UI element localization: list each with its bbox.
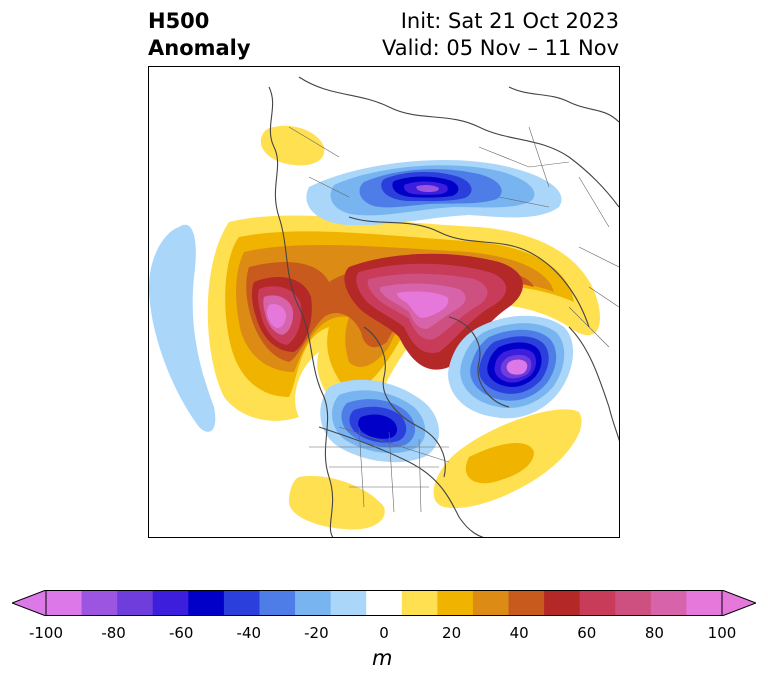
colorbar-tick-label: 60: [577, 624, 597, 642]
colorbar-tick-label: -60: [168, 624, 194, 642]
colorbar-cell: [188, 590, 225, 616]
colorbar-tick-label: -100: [28, 624, 64, 642]
title-line-2: Anomaly: [148, 36, 251, 60]
colorbar-tick-label: -80: [101, 624, 126, 642]
pos-anomaly-atlantic: [433, 409, 582, 508]
colorbar-unit: m: [372, 646, 393, 670]
colorbar-tick-label: 80: [644, 624, 664, 642]
colorbar-cell: [650, 590, 687, 616]
title-line-1: H500: [148, 9, 210, 33]
neg-anomaly-north-america: [320, 379, 439, 463]
init-date: Init: Sat 21 Oct 2023: [400, 9, 619, 33]
colorbar-cell: [472, 590, 509, 616]
colorbar-tick-label: 0: [379, 624, 389, 642]
colorbar-cell: [508, 590, 545, 616]
colorbar-tick-label: 40: [509, 624, 529, 642]
colorbar-extend-min: [12, 590, 47, 616]
forecast-dates: Init: Sat 21 Oct 2023 Valid: 05 Nov – 11…: [382, 8, 619, 62]
colorbar-cell: [579, 590, 616, 616]
colorbar-cell: [401, 590, 438, 616]
colorbar-cells: [46, 590, 723, 616]
colorbar-tick-label: -40: [236, 624, 262, 642]
colorbar-cell: [544, 590, 581, 616]
colorbar-tick-labels: -100 -80 -60 -40 -20 0 20 40 60 80 100: [0, 624, 768, 644]
colorbar-cell: [615, 590, 652, 616]
colorbar-outline: [45, 590, 723, 616]
colorbar-cell: [295, 590, 332, 616]
map-title: H500 Anomaly: [148, 8, 251, 62]
colorbar-cell: [437, 590, 474, 616]
colorbar-tick-label: 100: [707, 624, 737, 642]
coastlines: [268, 76, 619, 537]
pos-anomaly-south-patch: [289, 476, 385, 530]
colorbar-tick-label: 20: [442, 624, 462, 642]
neg-anomaly-siberia: [306, 159, 562, 226]
colorbar-extend-max: [721, 590, 756, 616]
colorbar-tick-label: -20: [304, 624, 329, 642]
colorbar-cell: [686, 590, 723, 616]
map-panel: [148, 66, 620, 538]
colorbar-cell: [152, 590, 189, 616]
colorbar-cell: [46, 590, 82, 616]
colorbar: [12, 590, 756, 616]
political-borders: [288, 126, 619, 513]
colorbar-cell: [259, 590, 296, 616]
colorbar-cell: [366, 590, 403, 616]
colorbar-cell: [117, 590, 154, 616]
anomaly-map: [149, 76, 619, 537]
colorbar-cell: [223, 590, 260, 616]
colorbar-cell: [81, 590, 118, 616]
colorbar-cell: [330, 590, 367, 616]
pos-anomaly-arctic: [344, 253, 523, 370]
neg-anomaly-labrador: [448, 315, 574, 419]
neg-anomaly-west-pacific: [149, 224, 216, 432]
valid-range: Valid: 05 Nov – 11 Nov: [382, 36, 619, 60]
